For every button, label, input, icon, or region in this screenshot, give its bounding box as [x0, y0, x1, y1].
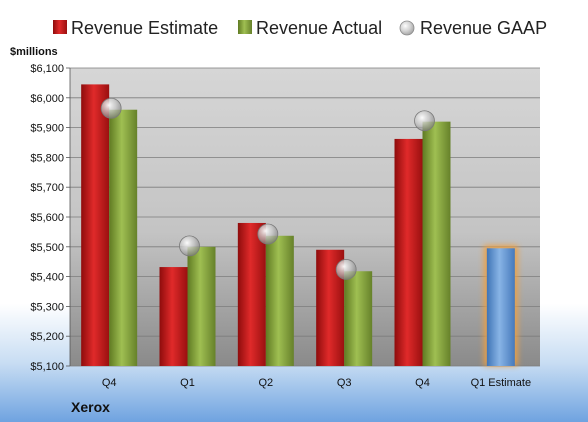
bar-revenue-actual: [187, 246, 216, 366]
y-axis-ticks: $5,100 $5,200 $5,300 $5,400 $5,500 $5,600 $5,7…: [30, 63, 71, 373]
marker-revenue-gaap: [257, 223, 279, 245]
y-tick-label: $5,100: [30, 361, 64, 373]
marker-revenue-gaap: [100, 97, 122, 119]
legend-label-actual: Revenue Actual: [256, 18, 382, 38]
y-tick-label: $5,200: [30, 331, 64, 343]
x-axis-ticks: Q4 Q1 Q2 Q3 Q4 Q1 Estimate: [102, 377, 531, 389]
brand-label: Xerox: [71, 399, 110, 415]
x-tick-label: Q3: [337, 377, 352, 389]
x-tick-label: Q4: [415, 377, 430, 389]
y-tick-label: $5,500: [30, 242, 64, 254]
bar-revenue-estimate: [394, 138, 423, 366]
bar-revenue-estimate-next: [486, 248, 515, 366]
y-tick-label: $5,400: [30, 272, 64, 284]
bar-revenue-actual: [344, 271, 373, 366]
marker-revenue-gaap: [335, 259, 357, 280]
y-tick-label: $6,100: [30, 63, 64, 75]
bar-revenue-actual: [109, 109, 138, 366]
bar-revenue-estimate: [159, 267, 188, 366]
bar-revenue-actual: [265, 235, 294, 366]
y-tick-label: $5,300: [30, 301, 64, 313]
y-tick-label: $5,900: [30, 123, 64, 135]
marker-revenue-gaap: [414, 110, 435, 132]
y-tick-label: $5,600: [30, 212, 64, 224]
x-tick-label: Q1 Estimate: [471, 377, 532, 389]
legend-label-estimate: Revenue Estimate: [71, 18, 218, 38]
x-tick-label: Q1: [180, 377, 195, 389]
gaap-markers: [100, 97, 435, 280]
x-tick-label: Q2: [258, 377, 273, 389]
y-tick-label: $5,700: [30, 182, 64, 194]
bars: [81, 84, 518, 366]
legend: Revenue Estimate Revenue Actual Revenue …: [53, 18, 547, 38]
unit-label: $millions: [10, 46, 58, 58]
marker-revenue-gaap: [179, 235, 200, 257]
bar-revenue-estimate: [237, 222, 266, 366]
x-tick-label: Q4: [102, 377, 117, 389]
gridlines: [70, 67, 540, 367]
legend-label-gaap: Revenue GAAP: [420, 18, 547, 38]
legend-swatch-estimate: [53, 20, 67, 34]
legend-swatch-gaap: [399, 20, 415, 36]
legend-swatch-actual: [238, 20, 252, 34]
y-tick-label: $6,000: [30, 93, 64, 105]
y-tick-label: $5,800: [30, 152, 64, 164]
bar-revenue-estimate: [81, 84, 110, 366]
bar-revenue-actual: [422, 121, 451, 366]
